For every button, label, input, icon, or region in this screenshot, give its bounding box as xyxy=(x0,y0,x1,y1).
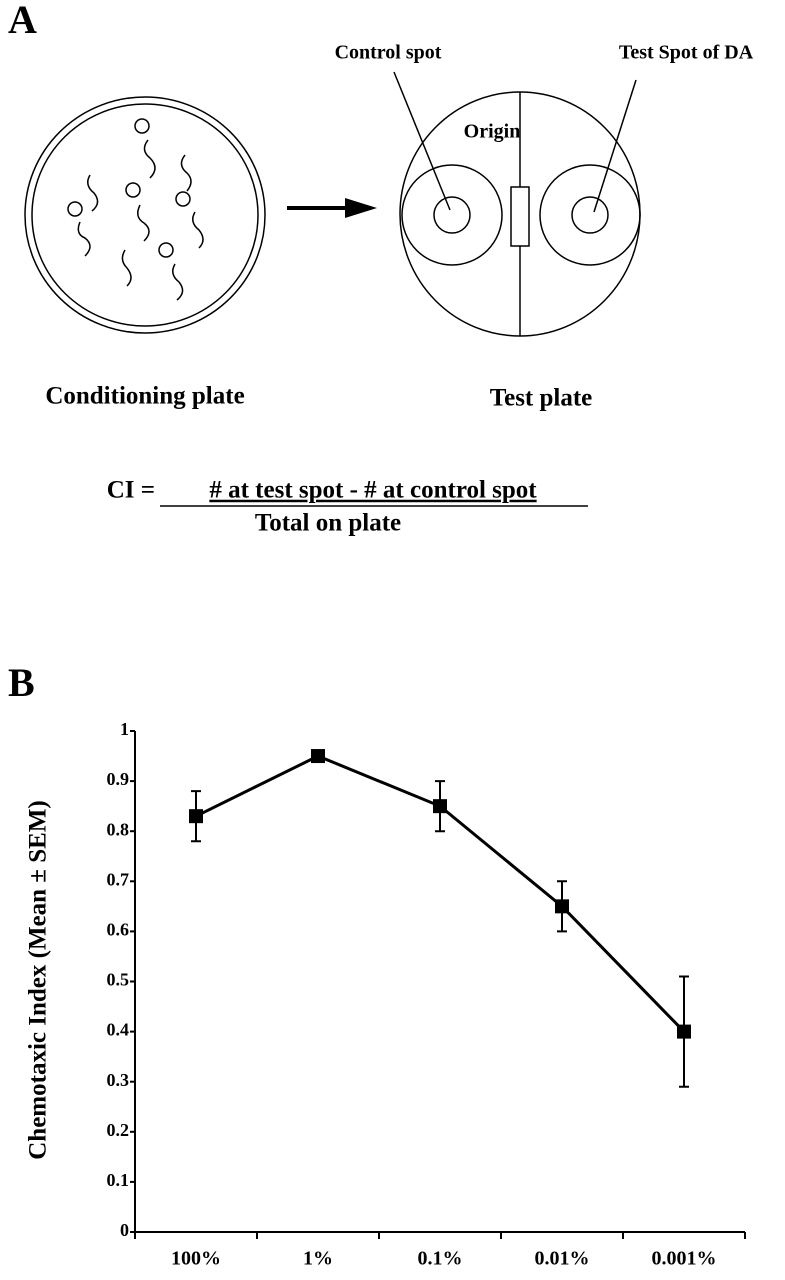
y-tick-label: 0.2 xyxy=(107,1120,130,1140)
formula: # at test spot - # at control spot xyxy=(209,477,537,504)
x-tick-label: 100% xyxy=(171,1248,221,1270)
marker xyxy=(555,899,569,914)
y-tick-label: 0.5 xyxy=(107,970,130,990)
marker xyxy=(677,1024,691,1039)
y-tick-label: 1 xyxy=(120,719,129,739)
conditioning-plate xyxy=(24,96,266,334)
x-tick-label: 0.01% xyxy=(535,1248,590,1270)
y-tick-label: 0.6 xyxy=(107,920,130,940)
x-tick-label: 0.1% xyxy=(418,1248,463,1270)
origin-label: Origin xyxy=(464,121,521,143)
y-tick-label: 0.8 xyxy=(107,819,130,839)
marker xyxy=(311,749,325,764)
y-tick-label: 0.1 xyxy=(107,1170,130,1190)
test-label: Test Spot of DA xyxy=(619,42,754,64)
formula: CI = xyxy=(107,477,155,504)
control-label: Control spot xyxy=(335,42,442,64)
caption: Test plate xyxy=(490,385,593,412)
y-tick-label: 0.3 xyxy=(107,1070,130,1090)
y-tick-label: 0 xyxy=(120,1220,129,1240)
x-tick-label: 1% xyxy=(303,1248,333,1270)
y-tick-label: 0.7 xyxy=(107,869,130,889)
marker xyxy=(189,809,203,824)
marker xyxy=(433,799,447,814)
y-tick-label: 0.9 xyxy=(107,769,130,789)
panel-label: A xyxy=(8,0,37,42)
y-axis-label: Chemotaxic Index (Mean ± SEM) xyxy=(25,800,52,1160)
panel-label: B xyxy=(8,660,35,705)
x-tick-label: 0.001% xyxy=(652,1248,717,1270)
caption: Conditioning plate xyxy=(45,383,244,410)
y-tick-label: 0.4 xyxy=(107,1020,130,1040)
test-plate xyxy=(393,71,641,337)
formula: Total on plate xyxy=(255,510,401,537)
arrow xyxy=(287,198,377,218)
